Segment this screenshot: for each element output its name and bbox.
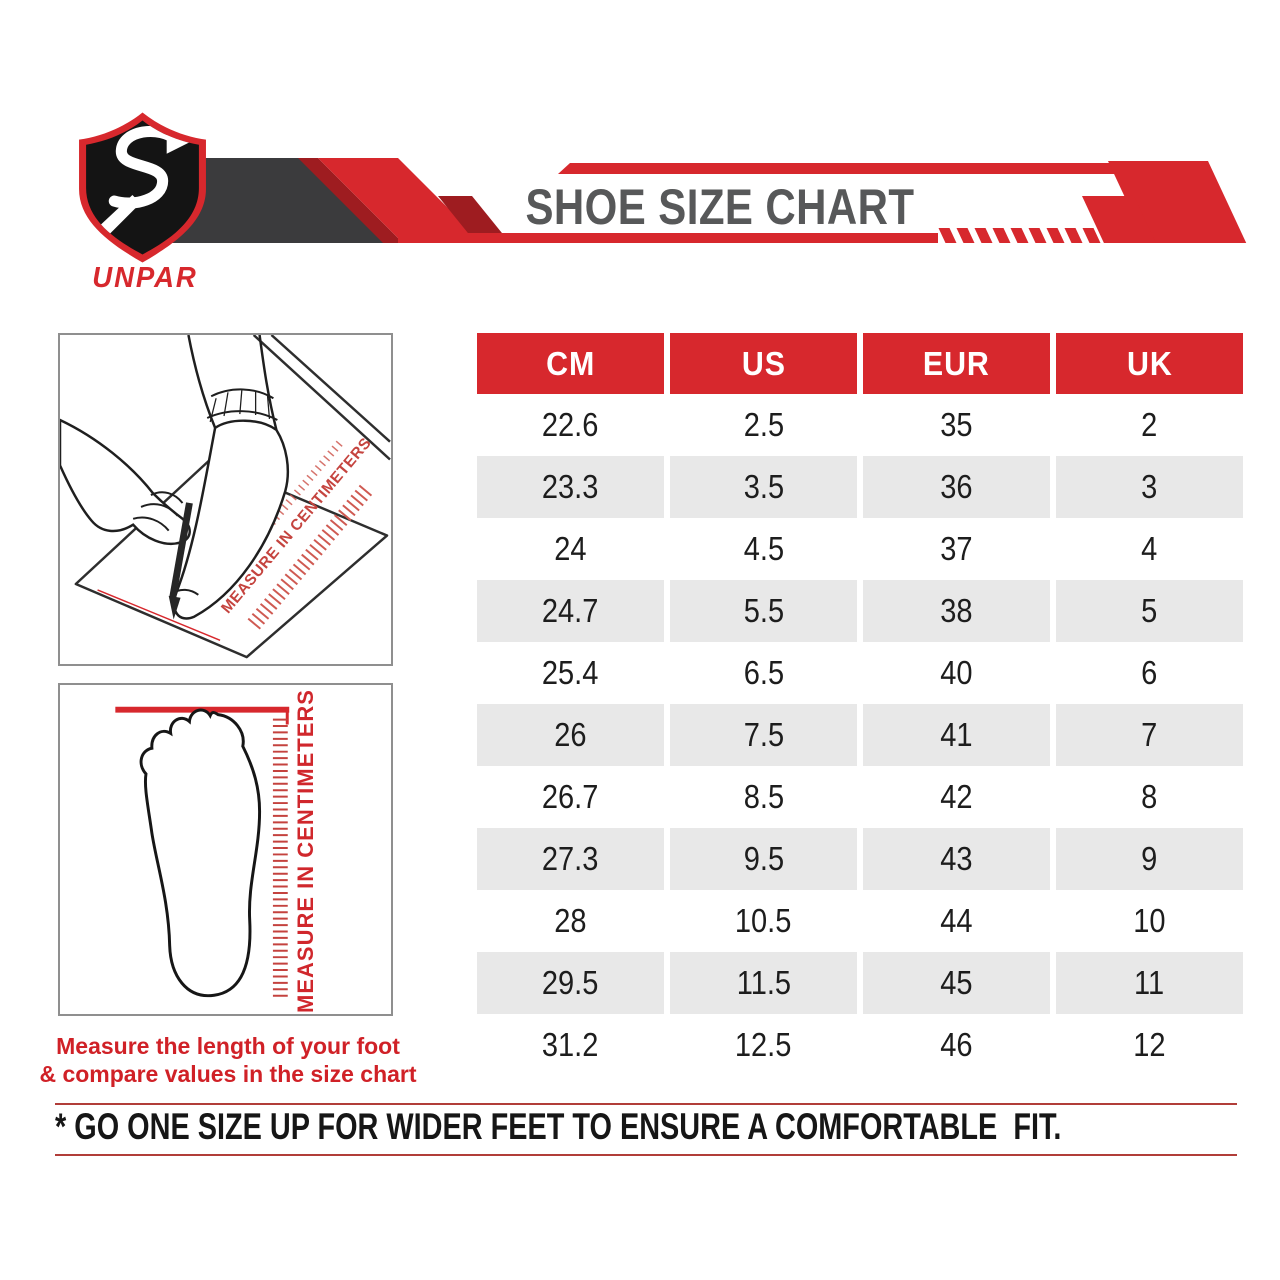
shield-s-logo-icon	[79, 112, 206, 263]
brand-logo	[74, 110, 211, 265]
table-cell: 6.5	[743, 654, 784, 691]
table-cell: 31.2	[542, 1026, 599, 1063]
table-cell: 44	[940, 902, 973, 939]
column-header: CM	[477, 333, 664, 394]
footnote-text: * GO ONE SIZE UP FOR WIDER FEET TO ENSUR…	[55, 1106, 1062, 1147]
table-cell: 42	[940, 778, 973, 815]
table-cell: 11.5	[670, 952, 857, 1014]
size-table: CM US EUR UK 22.6 2.5 35 2 23.3 3.5 36 3 24 4.5 37 4 24.…	[477, 333, 1243, 1076]
banner-dash	[974, 228, 993, 243]
table-cell: 37	[940, 530, 973, 567]
table-cell: 45	[863, 952, 1050, 1014]
table-cell: 25.4	[542, 654, 599, 691]
table-cell: 27.3	[477, 828, 664, 890]
table-cell: 2	[1141, 406, 1158, 443]
footnote-top-line	[55, 1103, 1237, 1105]
brand-name: UNPAR	[92, 262, 198, 294]
table-cell: 7	[1056, 704, 1243, 766]
table-cell: 5.5	[670, 580, 857, 642]
table-cell: 7.5	[670, 704, 857, 766]
table-cell: 4	[1141, 530, 1158, 567]
table-cell: 12	[1133, 1026, 1166, 1063]
foot-measuring-illustration	[58, 333, 393, 666]
foot-measuring-with-pencil-icon	[60, 335, 391, 659]
table-cell: 26.7	[542, 778, 599, 815]
table-cell: 23.3	[477, 456, 664, 518]
banner-dash	[1064, 228, 1083, 243]
footprint-illustration	[58, 683, 393, 1016]
table-cell: 22.6	[542, 406, 599, 443]
banner-dash	[1010, 228, 1029, 243]
banner-bottom-band	[398, 233, 938, 243]
page-title: SHOE SIZE CHART	[525, 179, 915, 235]
caption-line-1: Measure the length of your foot	[56, 1033, 400, 1059]
table-cell: 8	[1141, 778, 1158, 815]
footnote-bottom-line	[55, 1154, 1237, 1156]
table-cell: 28	[554, 902, 587, 939]
table-cell: 3	[1056, 456, 1243, 518]
table-cell: 9	[1056, 828, 1243, 890]
table-cell: 12.5	[735, 1026, 792, 1063]
table-cell: 26	[477, 704, 664, 766]
table-cell: 10.5	[735, 902, 792, 939]
table-cell: 24	[554, 530, 587, 567]
footprint-outline-icon	[115, 706, 290, 1000]
table-cell: 38	[863, 580, 1050, 642]
banner-dash	[992, 228, 1011, 243]
column-header: US	[670, 333, 857, 394]
table-cell: 43	[863, 828, 1050, 890]
table-cell: 29.5	[477, 952, 664, 1014]
table-cell: 41	[863, 704, 1050, 766]
table-cell: 36	[863, 456, 1050, 518]
measure-caption: Measure the length of your foot & compar…	[28, 1032, 428, 1088]
column-header: EUR	[863, 333, 1050, 394]
caption-line-2: & compare values in the size chart	[39, 1061, 417, 1087]
table-cell: 10	[1133, 902, 1166, 939]
banner-dash	[1028, 228, 1047, 243]
table-cell: 40	[940, 654, 973, 691]
table-cell: 11	[1056, 952, 1243, 1014]
table-cell: 35	[940, 406, 973, 443]
table-cell: 3.5	[670, 456, 857, 518]
ruler-label-footprint: MEASURE IN CENTIMETERS	[293, 689, 318, 1013]
table-cell: 6	[1141, 654, 1158, 691]
table-cell: 5	[1056, 580, 1243, 642]
banner-top-line	[558, 163, 1198, 174]
table-cell: 9.5	[670, 828, 857, 890]
table-cell: 46	[940, 1026, 973, 1063]
column-header: UK	[1056, 333, 1243, 394]
banner-dash	[1046, 228, 1065, 243]
table-cell: 4.5	[743, 530, 784, 567]
table-cell: 2.5	[743, 406, 784, 443]
table-cell: 8.5	[743, 778, 784, 815]
table-cell: 24.7	[477, 580, 664, 642]
